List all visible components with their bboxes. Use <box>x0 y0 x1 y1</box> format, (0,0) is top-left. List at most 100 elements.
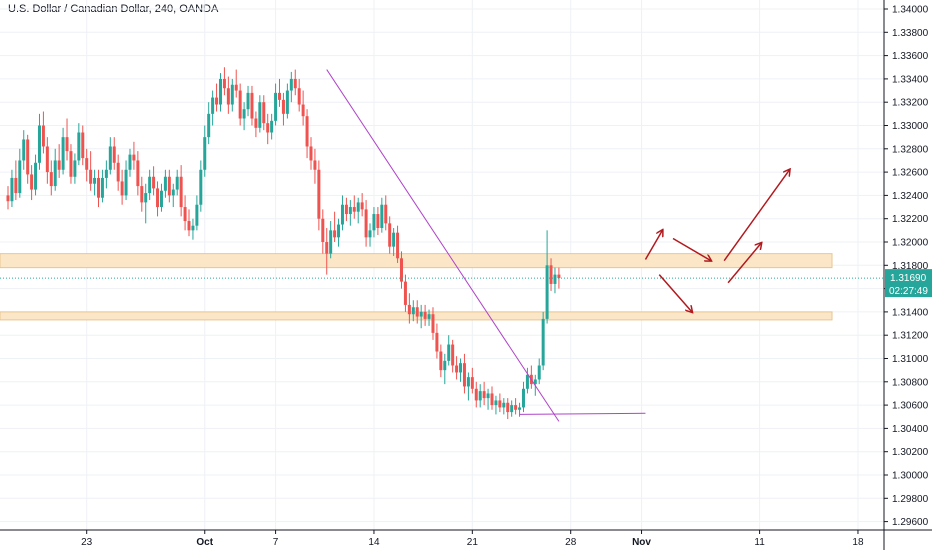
candle-body <box>258 102 262 128</box>
y-tick-label: 1.29600 <box>892 517 929 528</box>
candle-body <box>234 84 238 91</box>
price-tag-countdown: 02:27:49 <box>889 286 928 297</box>
candle-body <box>179 176 183 208</box>
candle-body <box>195 204 199 226</box>
y-tick-label: 1.32600 <box>892 168 929 179</box>
y-tick-label: 1.33800 <box>892 28 929 39</box>
candle-body <box>69 151 73 177</box>
candle-body <box>356 202 360 212</box>
candle-body <box>132 154 136 161</box>
candle-body <box>246 92 250 110</box>
candle-body <box>474 388 478 401</box>
candle-body <box>545 265 549 319</box>
bottom-line <box>519 412 646 415</box>
candle-body <box>207 113 211 138</box>
candle-body <box>553 274 557 284</box>
candle-body <box>274 92 278 121</box>
projection-arrow <box>658 274 692 312</box>
candle-body <box>427 314 431 319</box>
candle-body <box>128 154 132 170</box>
x-tick-label: 21 <box>467 537 479 548</box>
x-tick-label: Nov <box>632 537 651 548</box>
candle-body <box>49 172 53 187</box>
candle-body <box>281 99 285 114</box>
candle-body <box>407 304 411 315</box>
candle-body <box>502 402 506 408</box>
candle-body <box>136 160 140 187</box>
y-tick-label: 1.32800 <box>892 144 929 155</box>
price-tag-value: 1.31690 <box>890 273 927 284</box>
x-tick-label: 7 <box>273 537 279 548</box>
candle-body <box>140 186 144 203</box>
candle-body <box>435 332 439 352</box>
candle-body <box>325 242 329 254</box>
candle-body <box>77 132 81 161</box>
candle-body <box>478 391 482 401</box>
projection-arrow <box>672 237 711 261</box>
y-tick-label: 1.30600 <box>892 401 929 412</box>
candle-body <box>73 160 77 177</box>
candle-body <box>120 181 124 196</box>
candle-body <box>148 176 152 194</box>
candle-body <box>270 120 274 133</box>
candle-body <box>57 160 61 170</box>
candle-body <box>514 405 518 410</box>
candle-body <box>301 104 305 117</box>
candle-body <box>462 363 466 387</box>
y-tick-label: 1.33200 <box>892 98 929 109</box>
candle-body <box>521 388 525 408</box>
y-tick-label: 1.31200 <box>892 331 929 342</box>
candle-body <box>93 177 97 184</box>
y-tick-label: 1.31000 <box>892 354 929 365</box>
candle-body <box>337 224 341 238</box>
x-tick-label: 28 <box>565 537 577 548</box>
y-tick-label: 1.29800 <box>892 494 929 505</box>
candle-body <box>305 116 309 147</box>
trendline <box>326 69 560 422</box>
candle-body <box>156 188 160 208</box>
candle-body <box>423 311 427 319</box>
candle-body <box>144 193 148 203</box>
candle-body <box>451 344 455 366</box>
candle-body <box>333 230 337 238</box>
candle-body <box>482 391 486 399</box>
candle-body <box>494 400 498 406</box>
candle-body <box>22 139 26 161</box>
candle-body <box>30 174 34 190</box>
candle-body <box>108 146 112 170</box>
candle-body <box>215 97 219 105</box>
candle-body <box>372 214 376 231</box>
candle-body <box>285 90 289 114</box>
candle-body <box>455 365 459 373</box>
candle-body <box>41 125 45 147</box>
candle-body <box>250 92 254 119</box>
candle-body <box>384 204 388 224</box>
drawings <box>0 69 884 422</box>
candle-body <box>89 169 93 184</box>
candle-body <box>230 84 234 105</box>
y-tick-label: 1.32000 <box>892 238 929 249</box>
candle-body <box>388 223 392 247</box>
candle-body <box>167 176 171 196</box>
candle-body <box>104 169 108 178</box>
candle-body <box>518 407 522 410</box>
candle-body <box>211 97 215 114</box>
x-tick-label: 23 <box>81 537 93 548</box>
y-tick-label: 1.33600 <box>892 51 929 62</box>
candle-body <box>191 225 195 231</box>
candle-body <box>510 405 514 413</box>
candle-body <box>459 363 463 373</box>
candle-body <box>447 344 451 361</box>
resistance-zone <box>0 253 833 269</box>
projection-arrow <box>723 170 789 262</box>
candle-body <box>266 123 270 133</box>
candle-body <box>6 195 10 202</box>
y-tick-label: 1.30000 <box>892 471 929 482</box>
candle-body <box>419 311 423 317</box>
candle-body <box>364 209 368 238</box>
candle-body <box>218 78 222 105</box>
y-tick-label: 1.30400 <box>892 424 929 435</box>
candle-body <box>112 146 116 163</box>
